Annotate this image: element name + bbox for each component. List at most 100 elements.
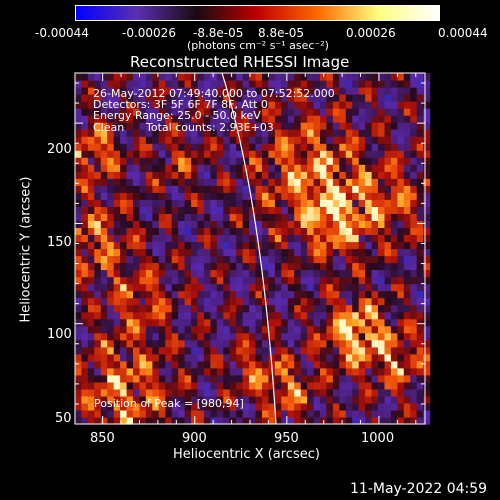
heatmap-cell bbox=[281, 325, 289, 334]
heatmap-cell bbox=[416, 283, 424, 292]
heatmap-cell bbox=[81, 150, 89, 158]
heatmap-cell bbox=[332, 220, 340, 228]
heatmap-cell bbox=[371, 346, 379, 355]
heatmap-cell bbox=[165, 164, 173, 172]
heatmap-cell bbox=[107, 129, 115, 137]
heatmap-cell bbox=[326, 94, 334, 102]
heatmap-cell bbox=[94, 164, 102, 172]
heatmap-cell bbox=[307, 171, 315, 179]
heatmap-cell bbox=[145, 185, 153, 193]
heatmap-cell bbox=[410, 388, 418, 397]
heatmap-cell bbox=[345, 269, 353, 278]
heatmap-cell bbox=[390, 388, 398, 397]
heatmap-cell bbox=[223, 283, 231, 292]
heatmap-cell bbox=[365, 311, 373, 320]
heatmap-cell bbox=[184, 136, 192, 144]
heatmap-cell bbox=[145, 395, 153, 404]
heatmap-cell bbox=[158, 115, 166, 123]
heatmap-cell bbox=[274, 410, 282, 418]
heatmap-cell bbox=[300, 402, 308, 411]
heatmap-cell bbox=[390, 241, 398, 250]
heatmap-cell bbox=[300, 283, 308, 292]
heatmap-cell bbox=[378, 213, 385, 221]
heatmap-cell bbox=[352, 164, 360, 172]
heatmap-cell bbox=[133, 353, 140, 362]
heatmap-cell bbox=[326, 402, 334, 411]
heatmap-cell bbox=[287, 297, 295, 306]
heatmap-cell bbox=[423, 297, 431, 306]
heatmap-cell bbox=[126, 192, 134, 200]
heatmap-cell bbox=[281, 73, 289, 81]
heatmap-cell bbox=[300, 374, 308, 383]
heatmap-cell bbox=[216, 101, 224, 109]
heatmap-cell bbox=[249, 402, 257, 411]
heatmap-cell bbox=[262, 157, 269, 165]
heatmap-cell bbox=[371, 115, 379, 123]
heatmap-cell bbox=[371, 80, 379, 88]
heatmap-cell bbox=[158, 206, 166, 214]
heatmap-cell bbox=[210, 339, 218, 348]
heatmap-cell bbox=[75, 417, 82, 425]
heatmap-cell bbox=[249, 150, 257, 158]
heatmap-cell bbox=[203, 410, 211, 418]
heatmap-cell bbox=[410, 73, 418, 81]
heatmap-cell bbox=[249, 115, 257, 123]
heatmap-cell bbox=[165, 108, 173, 116]
heatmap-cell bbox=[145, 122, 153, 130]
heatmap-cell bbox=[365, 332, 373, 341]
heatmap-cell bbox=[384, 192, 392, 200]
heatmap-cell bbox=[184, 339, 192, 348]
heatmap-cell bbox=[75, 157, 82, 165]
heatmap-cell bbox=[378, 381, 385, 390]
heatmap-cell bbox=[100, 150, 108, 158]
heatmap-cell bbox=[229, 220, 237, 228]
heatmap-cell bbox=[113, 269, 121, 278]
heatmap-cell bbox=[178, 410, 186, 418]
heatmap-cell bbox=[255, 206, 263, 214]
heatmap-cell bbox=[216, 164, 224, 172]
heatmap-cell bbox=[397, 297, 405, 306]
heatmap-cell bbox=[365, 360, 373, 369]
heatmap-cell bbox=[87, 234, 95, 243]
heatmap-cell bbox=[326, 73, 334, 81]
heatmap-cell bbox=[236, 388, 244, 397]
heatmap-cell bbox=[120, 283, 128, 292]
heatmap-cell bbox=[307, 129, 315, 137]
heatmap-cell bbox=[281, 255, 289, 264]
heatmap-cell bbox=[191, 388, 199, 397]
heatmap-cell bbox=[145, 367, 153, 376]
colorbar-tick-label: -8.8e-05 bbox=[193, 26, 244, 40]
heatmap-cell bbox=[107, 262, 115, 271]
heatmap-cell bbox=[216, 346, 224, 355]
heatmap-cell bbox=[281, 276, 289, 285]
heatmap-cell bbox=[390, 157, 398, 165]
heatmap-cell bbox=[100, 220, 108, 228]
heatmap-cell bbox=[165, 129, 173, 137]
heatmap-cell bbox=[313, 255, 321, 264]
heatmap-cell bbox=[371, 136, 379, 144]
heatmap-cell bbox=[300, 346, 308, 355]
heatmap-cell bbox=[191, 80, 199, 88]
heatmap-cell bbox=[352, 395, 360, 404]
heatmap-cell bbox=[139, 388, 147, 397]
heatmap-cell bbox=[126, 94, 134, 102]
heatmap-cell bbox=[352, 255, 360, 264]
heatmap-cell bbox=[113, 318, 121, 327]
heatmap-cell bbox=[365, 339, 373, 348]
heatmap-cell bbox=[410, 143, 418, 151]
heatmap-cell bbox=[139, 171, 147, 179]
heatmap-cell bbox=[378, 417, 385, 425]
heatmap-cell bbox=[339, 206, 347, 214]
heatmap-cell bbox=[139, 346, 147, 355]
heatmap-cell bbox=[371, 178, 379, 186]
heatmap-cell bbox=[87, 206, 95, 214]
heatmap-cell bbox=[403, 220, 411, 228]
heatmap-cell bbox=[171, 367, 179, 376]
heatmap-cell bbox=[255, 73, 263, 81]
heatmap-cell bbox=[242, 346, 250, 355]
heatmap-cell bbox=[423, 311, 431, 320]
heatmap-cell bbox=[223, 80, 231, 88]
heatmap-cell bbox=[203, 206, 211, 214]
heatmap-cell bbox=[203, 199, 211, 207]
